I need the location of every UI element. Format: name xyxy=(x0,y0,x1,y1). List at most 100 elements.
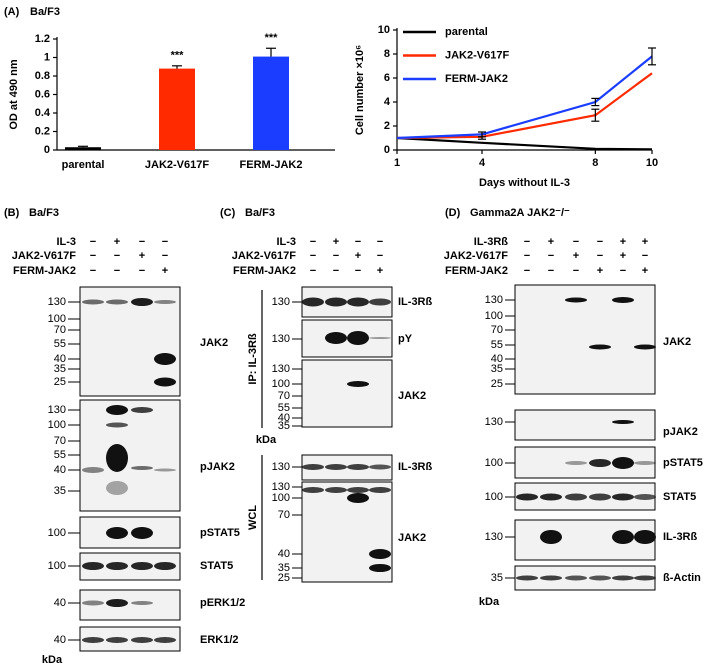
x-tick-label: 1 xyxy=(394,157,400,169)
blot-strip xyxy=(514,519,656,561)
condition-sign: − xyxy=(355,265,361,277)
condition-label: IL-3Rß xyxy=(474,236,509,248)
protein-label: JAK2 xyxy=(200,337,228,349)
mw-marker: 55 xyxy=(54,449,66,461)
mw-marker: 100 xyxy=(48,419,66,431)
protein-label: JAK2 xyxy=(398,532,426,544)
blot-band xyxy=(154,562,176,570)
subtitle: Ba/F3 xyxy=(30,6,60,18)
blot-band xyxy=(347,381,369,387)
blot-band xyxy=(106,481,128,495)
mw-marker: 130 xyxy=(48,404,66,416)
condition-sign: − xyxy=(377,236,383,248)
blot-band xyxy=(106,562,128,570)
blot-strip xyxy=(79,399,181,512)
blot-strip xyxy=(514,284,656,395)
y-tick-label: 0.8 xyxy=(35,70,50,82)
legend-label: FERM-JAK2 xyxy=(445,73,508,85)
mw-marker: 70 xyxy=(54,324,66,336)
mw-marker: 100 xyxy=(272,378,290,390)
blot-band xyxy=(369,464,391,470)
mw-marker: 35 xyxy=(491,572,503,584)
condition-sign: + xyxy=(355,250,361,262)
condition-sign: − xyxy=(548,265,554,277)
condition-sign: − xyxy=(573,236,579,248)
condition-sign: − xyxy=(310,236,316,248)
blot-band xyxy=(634,461,656,465)
mw-marker: 100 xyxy=(48,560,66,572)
condition-sign: − xyxy=(114,250,120,262)
bar xyxy=(65,147,101,150)
blot-band xyxy=(106,599,128,607)
mw-marker: 130 xyxy=(272,333,290,345)
blot-band xyxy=(106,637,128,643)
blot-band xyxy=(612,530,634,544)
mw-marker: 130 xyxy=(272,296,290,308)
y-axis-label: Cell number ×10⁶ xyxy=(354,45,366,135)
condition-label: JAK2-V617F xyxy=(232,250,296,262)
x-tick-label: 10 xyxy=(646,157,658,169)
protein-label: STAT5 xyxy=(200,560,233,572)
protein-label: pJAK2 xyxy=(200,461,235,473)
blot-band xyxy=(612,493,634,501)
condition-sign: − xyxy=(162,250,168,262)
group-label: WCL xyxy=(247,505,259,530)
condition-sign: − xyxy=(597,250,603,262)
blot-band xyxy=(302,297,324,307)
blot-band xyxy=(82,637,104,643)
blot-band xyxy=(589,493,611,501)
blot-band xyxy=(369,549,391,559)
condition-sign: − xyxy=(90,265,96,277)
blot-band xyxy=(565,575,587,581)
blot-band xyxy=(82,600,104,606)
blot-band xyxy=(540,575,562,581)
protein-label: ß-Actin xyxy=(663,572,701,584)
blot-band xyxy=(516,575,538,581)
y-tick-label: 10 xyxy=(378,24,390,36)
condition-sign: + xyxy=(642,265,648,277)
blot-band xyxy=(106,299,128,305)
blot-band xyxy=(540,530,562,544)
y-tick-label: 2 xyxy=(384,120,390,132)
blot-strip xyxy=(301,319,393,358)
blot-band xyxy=(565,493,587,501)
condition-sign: + xyxy=(377,265,383,277)
x-tick-label: FERM-JAK2 xyxy=(240,159,303,171)
mw-marker: 100 xyxy=(485,310,503,322)
condition-label: FERM-JAK2 xyxy=(13,265,76,277)
condition-sign: − xyxy=(139,236,145,248)
mw-marker: 40 xyxy=(54,597,66,609)
mw-marker: 25 xyxy=(54,376,66,388)
blot-band xyxy=(154,377,176,387)
mw-marker: 25 xyxy=(278,572,290,584)
x-tick-label: 4 xyxy=(479,157,486,169)
mw-marker: 130 xyxy=(48,296,66,308)
blot-band xyxy=(369,298,391,306)
protein-label: STAT5 xyxy=(663,491,696,503)
error-bar xyxy=(172,65,182,69)
blot-band xyxy=(131,562,153,570)
mw-marker: 130 xyxy=(272,481,290,493)
y-tick-label: 0.6 xyxy=(35,88,50,100)
condition-label: IL-3 xyxy=(276,236,296,248)
mw-marker: 100 xyxy=(485,491,503,503)
protein-label: pSTAT5 xyxy=(663,457,703,469)
protein-label: pJAK2 xyxy=(663,426,698,438)
y-axis-label: OD at 490 nm xyxy=(8,59,20,130)
panel-label: (A) xyxy=(4,6,20,18)
blot-band xyxy=(106,405,128,415)
condition-sign: + xyxy=(162,265,168,277)
mw-marker: 70 xyxy=(54,435,66,447)
mw-marker: 40 xyxy=(54,464,66,476)
series-line xyxy=(396,72,653,140)
blot-band xyxy=(131,527,153,539)
condition-sign: + xyxy=(642,236,648,248)
blot-band xyxy=(634,530,656,544)
blot-strip xyxy=(301,359,393,428)
condition-sign: − xyxy=(310,250,316,262)
cell-line: Ba/F3 xyxy=(29,207,59,219)
significance: *** xyxy=(265,32,279,44)
blot-band xyxy=(634,344,656,350)
condition-label: JAK2-V617F xyxy=(444,250,508,262)
y-tick-label: 1.2 xyxy=(35,33,50,45)
